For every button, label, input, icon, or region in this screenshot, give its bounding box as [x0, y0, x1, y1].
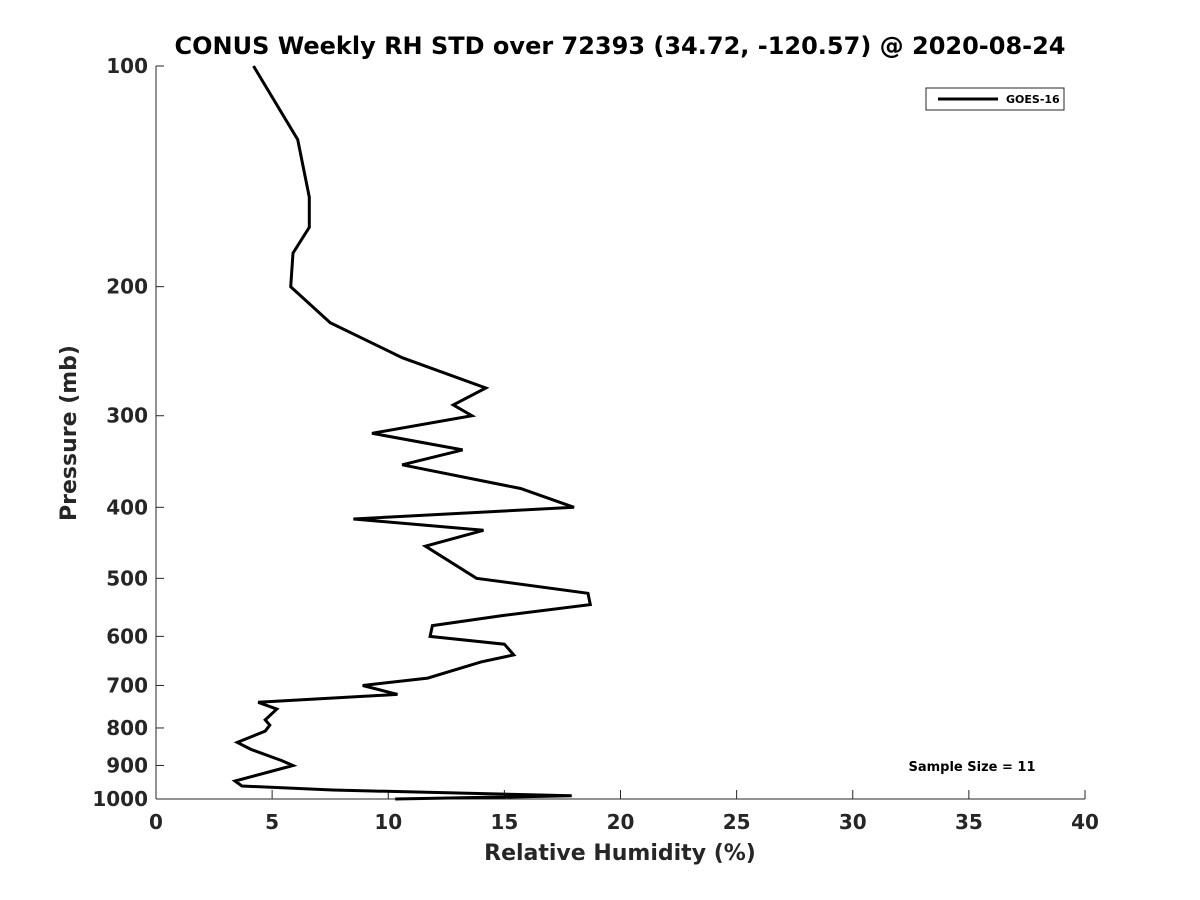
x-tick-label: 15 [490, 810, 518, 834]
chart-title: CONUS Weekly RH STD over 72393 (34.72, -… [174, 32, 1065, 60]
y-tick-label: 300 [106, 404, 148, 428]
plot-axes [155, 66, 1085, 800]
x-tick-label: 0 [149, 810, 163, 834]
y-tick-label: 100 [106, 54, 148, 78]
y-tick-label: 600 [106, 624, 148, 648]
x-tick-label: 35 [955, 810, 983, 834]
x-tick-label: 25 [723, 810, 751, 834]
y-axis-label: Pressure (mb) [57, 345, 82, 521]
legend: GOES-16 [925, 87, 1065, 111]
x-axis-ticks: 0 5 10 15 20 25 30 35 40 [149, 790, 1099, 834]
sample-size-annotation: Sample Size = 11 [908, 760, 1035, 775]
y-tick-label: 1000 [92, 787, 148, 811]
y-tick-label: 800 [106, 716, 148, 740]
y-axis-ticks: 100 200 300 400 500 600 700 800 900 1000 [92, 54, 164, 811]
legend-entry-goes-16: GOES-16 [1006, 93, 1060, 106]
x-tick-label: 10 [374, 810, 402, 834]
y-tick-label: 900 [106, 753, 148, 777]
x-axis-label: Relative Humidity (%) [484, 841, 756, 866]
data-series [231, 65, 593, 801]
y-tick-label: 200 [106, 275, 148, 299]
x-tick-label: 40 [1071, 810, 1099, 834]
series-line-goes-16 [231, 65, 593, 801]
y-tick-label: 700 [106, 673, 148, 697]
x-tick-label: 30 [839, 810, 867, 834]
x-tick-label: 5 [265, 810, 279, 834]
y-tick-label: 500 [106, 566, 148, 590]
x-tick-label: 20 [607, 810, 635, 834]
y-tick-label: 400 [106, 495, 148, 519]
